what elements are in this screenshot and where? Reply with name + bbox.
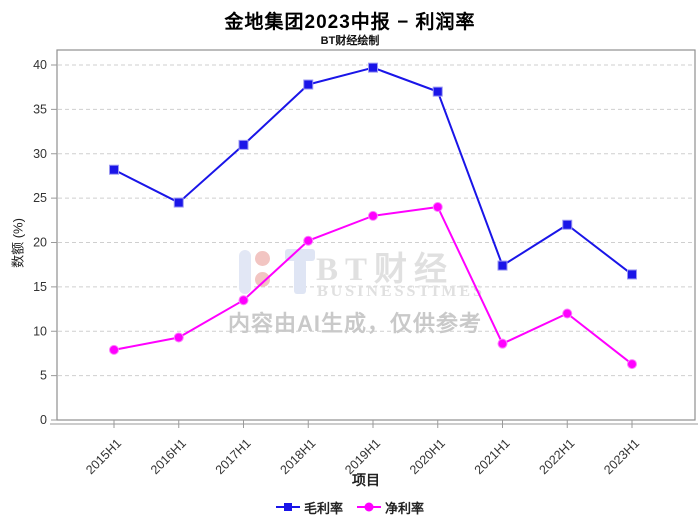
data-point [109, 164, 119, 175]
legend-label: 净利率 [385, 500, 425, 516]
data-point [627, 359, 637, 370]
data-point [173, 332, 184, 343]
data-point [173, 197, 184, 208]
chart-subtitle: BT财经绘制 [320, 35, 380, 47]
series-毛利率 [109, 62, 637, 280]
series-line [113, 206, 633, 365]
y-tick-label: 25 [33, 191, 47, 205]
legend-item-gross-margin: 毛利率 [275, 498, 343, 517]
data-point [562, 308, 573, 319]
y-tick-label: 0 [40, 413, 47, 427]
legend-item-net-margin: 净利率 [357, 498, 424, 517]
series-净利率 [109, 202, 637, 370]
y-tick-label: 35 [33, 102, 47, 116]
series-line [113, 66, 633, 276]
data-point [497, 260, 508, 271]
data-point [432, 202, 443, 212]
data-point [432, 86, 443, 97]
x-axis-title: 项目 [352, 472, 380, 488]
y-tick-label: 20 [33, 236, 47, 250]
data-point [562, 219, 573, 230]
data-point [109, 344, 119, 355]
data-point [303, 79, 314, 90]
data-point [303, 235, 314, 246]
y-tick-label: 15 [33, 280, 47, 294]
plot-frame [56, 49, 696, 421]
chart-title: 金地集团2023中报 − 利润率 [224, 12, 476, 33]
legend-marker-icon [357, 502, 381, 512]
data-point [368, 62, 378, 73]
y-axis-title: 数额 (%) [10, 218, 26, 268]
data-point [238, 295, 249, 306]
y-tick-label: 40 [33, 58, 47, 72]
y-tick-label: 10 [33, 324, 47, 338]
data-point [627, 269, 637, 280]
legend: 毛利率 净利率 [0, 497, 700, 517]
y-tick-label: 5 [40, 369, 47, 383]
data-point [497, 338, 508, 349]
legend-marker-icon [275, 503, 300, 511]
legend-label: 毛利率 [303, 500, 343, 516]
data-point [368, 210, 378, 221]
y-tick-label: 30 [33, 147, 47, 161]
data-point [238, 139, 249, 150]
